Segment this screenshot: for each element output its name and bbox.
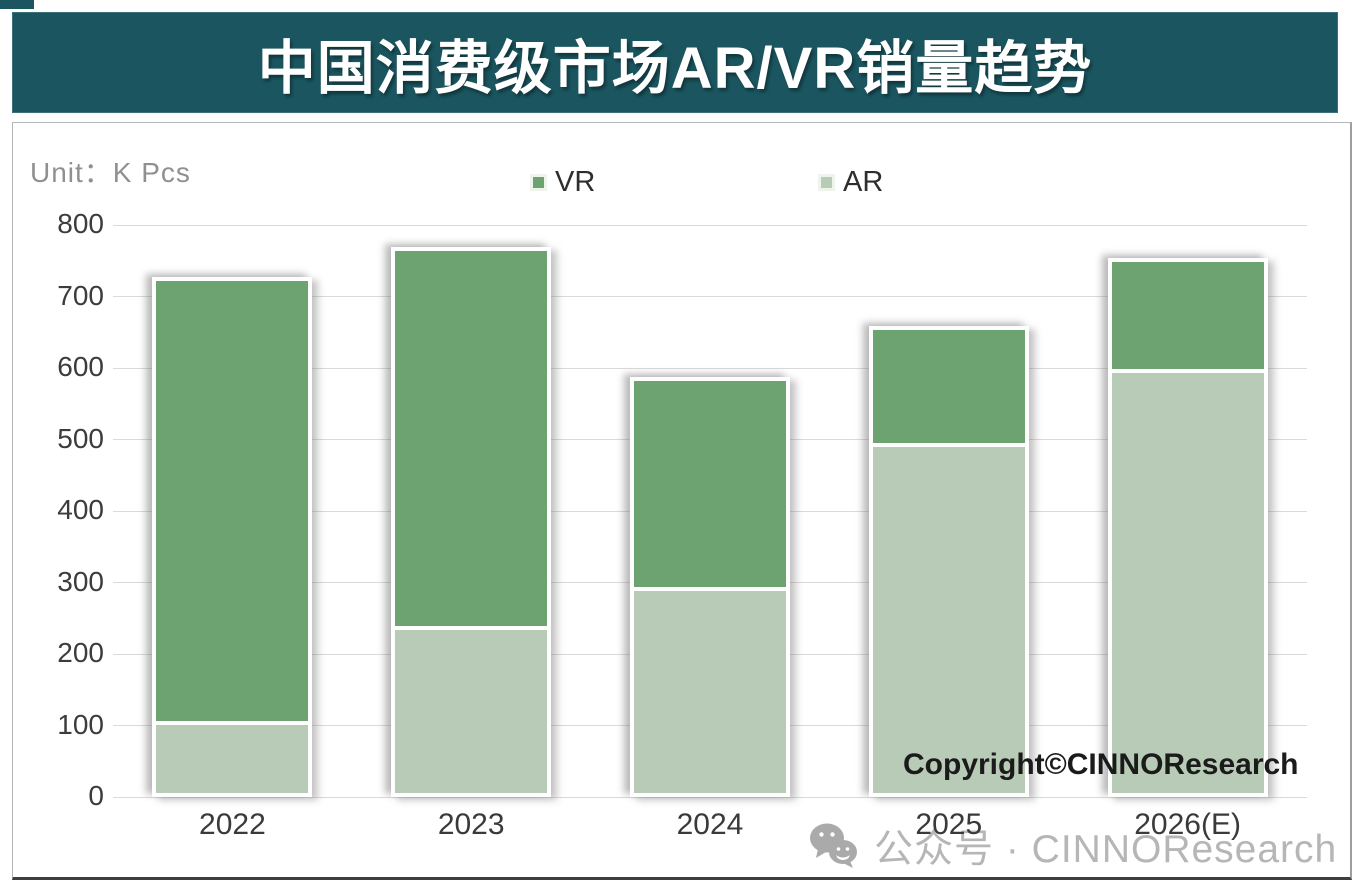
legend-item-vr: VR (530, 166, 595, 199)
bar-segment-vr-2025 (872, 329, 1025, 443)
x-axis-labels: 2022 2023 2024 2025 2026(E) (113, 808, 1307, 852)
bar-2024 (630, 377, 790, 797)
x-tick-label-2026(E): 2026(E) (1134, 808, 1241, 841)
legend-label-vr: VR (555, 166, 596, 198)
watermark-text: 公众号 · CINNOResearch (874, 828, 1338, 871)
wechat-icon (810, 823, 857, 868)
y-tick-label-800: 800 (57, 208, 104, 239)
gridline-600 (113, 367, 1307, 369)
y-tick-label-700: 700 (57, 279, 104, 311)
chart-title: 中国消费级市场AR/VR销量趋势 (257, 35, 1093, 101)
unit-label: Unit：K Pcs (30, 157, 191, 188)
y-tick-label-100: 100 (57, 708, 104, 740)
copyright-text: Copyright©CINNOResearch (903, 748, 1299, 781)
bar-segment-vr-2023 (395, 250, 548, 626)
bar-segment-ar-2026(E) (1111, 373, 1264, 793)
ar-swatch-icon (818, 174, 835, 191)
x-tick-label-2025: 2025 (915, 808, 983, 841)
y-tick-label-500: 500 (57, 422, 104, 454)
y-tick-label-300: 300 (57, 565, 104, 597)
bar-2023 (391, 246, 552, 797)
plot-area (113, 224, 1307, 798)
bar-segment-ar-2022 (156, 725, 309, 793)
bar-2026(E) (1107, 258, 1268, 797)
bar-segment-vr-2024 (634, 381, 786, 587)
bar-segment-vr-2026(E) (1111, 262, 1264, 370)
bar-segment-ar-2025 (872, 446, 1025, 793)
legend-item-ar: AR (818, 166, 883, 199)
y-tick-label-0: 0 (88, 780, 104, 811)
y-tick-label-200: 200 (57, 637, 104, 668)
legend: VR AR (0, 166, 1360, 200)
bar-segment-vr-2022 (156, 281, 309, 722)
gridline-800 (113, 224, 1307, 226)
x-tick-label-2024: 2024 (676, 808, 744, 841)
bar-2022 (152, 277, 313, 797)
corner-mark (0, 0, 34, 9)
x-tick-label-2023: 2023 (437, 808, 505, 841)
bar-segment-ar-2023 (395, 629, 548, 793)
gridline-700 (113, 296, 1307, 297)
bar-2025 (868, 325, 1029, 797)
legend-label-ar: AR (843, 166, 884, 198)
watermark: 公众号 · CINNOResearch (808, 818, 1337, 874)
bar-segment-ar-2024 (634, 590, 786, 793)
x-tick-label-2022: 2022 (199, 808, 266, 841)
title-banner: 中国消费级市场AR/VR销量趋势 (12, 12, 1338, 113)
gridline-0 (113, 796, 1307, 798)
y-tick-label-600: 600 (57, 351, 104, 382)
y-tick-label-400: 400 (57, 494, 104, 525)
vr-swatch-icon (530, 174, 547, 191)
